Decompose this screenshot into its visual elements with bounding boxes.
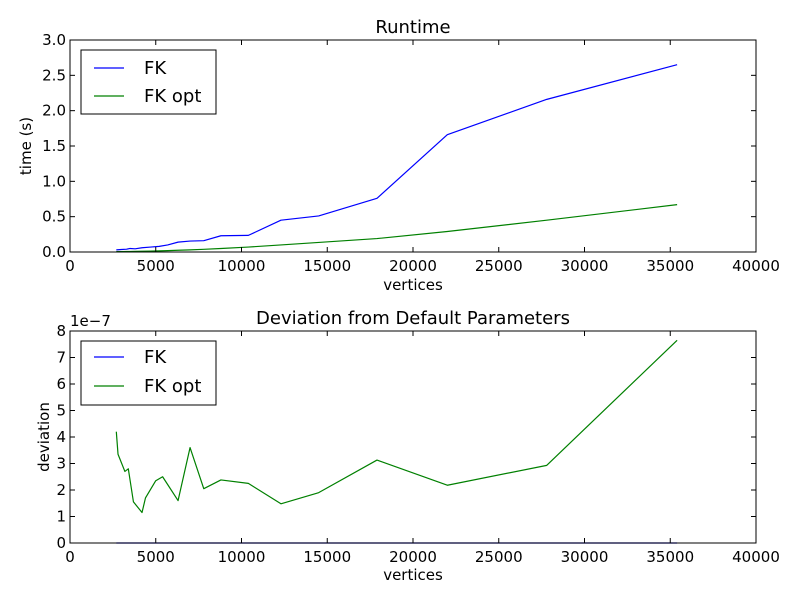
deviation-x-tick-label: 10000 [218,548,266,566]
deviation-series-line-fk-opt [115,339,678,514]
runtime-y-tick-label: 1.5 [42,137,66,155]
runtime-y-tick-label: 0.0 [42,243,66,261]
runtime-series-group [116,64,678,253]
deviation-x-axis-label: vertices [383,566,443,584]
runtime-legend-box [80,49,217,115]
runtime-y-axis-label: time (s) [17,117,35,175]
deviation-x-tick-label: 20000 [389,548,437,566]
runtime-x-tick-label: 25000 [475,257,523,275]
deviation-y-tick-label: 6 [56,375,66,393]
deviation-y-tick-label: 1 [56,508,66,526]
deviation-y-tick-label: 7 [56,349,66,367]
runtime-y-tick-label: 2.5 [42,66,66,84]
runtime-axes-frame [69,39,757,253]
deviation-y-tick-label: 8 [56,322,66,340]
runtime-x-tick-label: 30000 [561,257,609,275]
runtime-x-tick-label: 10000 [218,257,266,275]
runtime-legend: FK FK opt [80,49,217,115]
runtime-subplot: Runtime 0 5000 10000 15000 20000 25000 30000 35… [17,17,780,294]
runtime-title: Runtime [375,17,450,38]
deviation-legend-label-fk-opt: FK opt [144,376,201,397]
deviation-ticks-group: 0 5000 10000 15000 20000 25000 30000 35000 40000… [56,322,779,566]
runtime-x-tick-label: 15000 [303,257,351,275]
runtime-x-tick-label: 20000 [389,257,437,275]
runtime-x-tick-label: 5000 [137,257,175,275]
deviation-x-tick-label: 15000 [303,548,351,566]
deviation-subplot: Deviation from Default Parameters 1e−7 0… [35,308,780,584]
runtime-x-tick-label: 35000 [646,257,694,275]
runtime-y-tick-label: 3.0 [42,31,66,49]
deviation-axes-frame [69,330,757,544]
deviation-y-tick-label: 4 [56,428,66,446]
deviation-y-offset-label: 1e−7 [70,312,111,330]
deviation-legend-label-fk: FK [144,347,167,368]
runtime-x-axis-label: vertices [383,276,443,294]
runtime-y-tick-label: 0.5 [42,208,66,226]
deviation-x-tick-label: 25000 [475,548,523,566]
deviation-legend-box [80,340,217,406]
runtime-legend-label-fk-opt: FK opt [144,86,201,107]
runtime-x-tick-label: 40000 [732,257,780,275]
deviation-x-tick-label: 30000 [561,548,609,566]
deviation-y-tick-label: 0 [56,534,66,552]
deviation-y-tick-label: 5 [56,402,66,420]
runtime-x-tick-label: 0 [65,257,75,275]
runtime-series-line-fk [116,64,678,251]
deviation-title: Deviation from Default Parameters [256,308,570,329]
runtime-series-line-fk-opt [116,204,678,253]
deviation-x-tick-label: 35000 [646,548,694,566]
runtime-y-tick-label: 1.0 [42,172,66,190]
deviation-x-tick-label: 5000 [137,548,175,566]
deviation-x-tick-label: 0 [65,548,75,566]
deviation-y-tick-label: 3 [56,455,66,473]
runtime-ticks-group: 0 5000 10000 15000 20000 25000 30000 35000 40000… [42,31,780,275]
runtime-y-tick-label: 2.0 [42,102,66,120]
deviation-y-axis-label: deviation [35,402,53,472]
deviation-legend: FK FK opt [80,340,217,406]
runtime-legend-label-fk: FK [144,58,167,79]
deviation-y-tick-label: 2 [56,481,66,499]
deviation-x-tick-label: 40000 [732,548,780,566]
